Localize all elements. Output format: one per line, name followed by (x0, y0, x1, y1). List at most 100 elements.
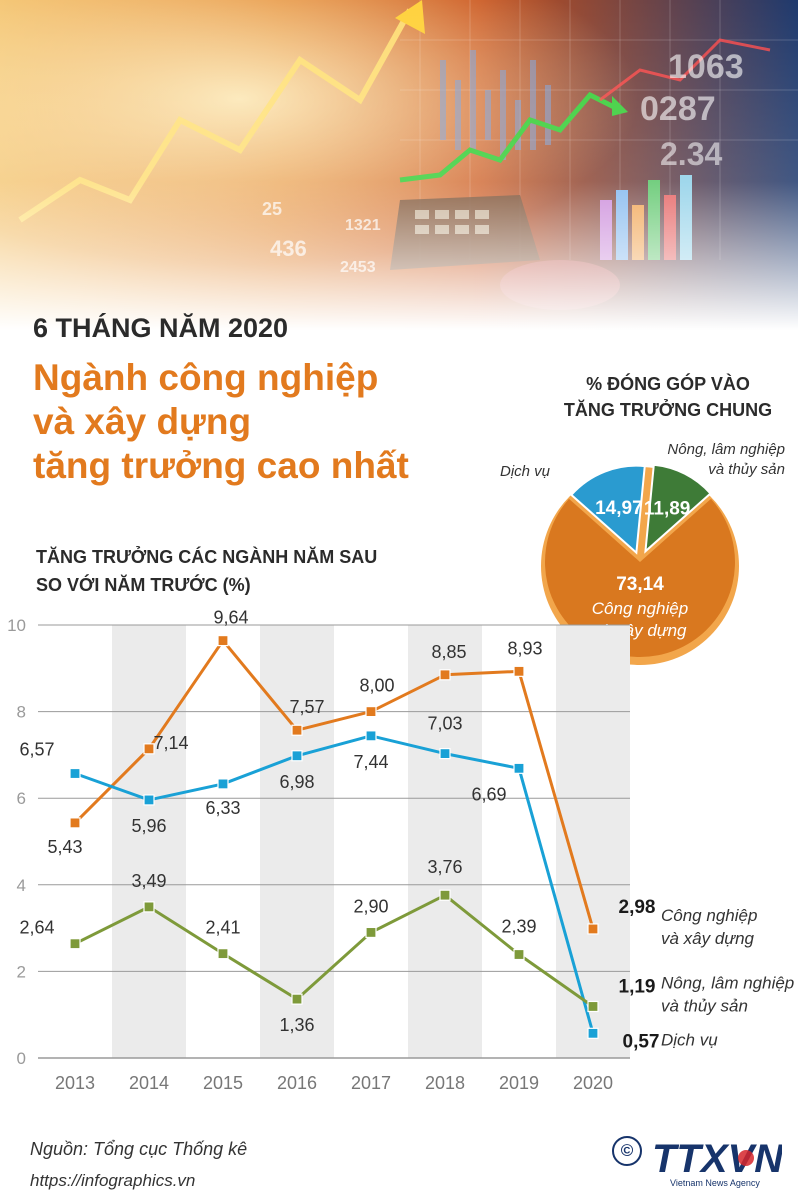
data-label: 2,90 (353, 896, 388, 916)
series-name-label: và thủy sản (661, 996, 748, 1015)
data-point (587, 923, 599, 935)
source-note: Nguồn: Tổng cục Thống kê (30, 1139, 248, 1159)
y-tick-label: 8 (17, 703, 26, 722)
pie-value-label: 14,97 (595, 498, 643, 519)
data-label: 7,44 (353, 752, 388, 772)
logo-subtext: Vietnam News Agency (670, 1178, 760, 1188)
pie-value-label: 11,89 (644, 499, 691, 520)
data-point (439, 669, 451, 681)
series-name-label: Công nghiệp (661, 906, 757, 925)
y-tick-label: 0 (17, 1049, 26, 1068)
data-point (513, 665, 525, 677)
series-name-label: Nông, lâm nghiệp (661, 973, 794, 992)
data-label: 9,64 (213, 608, 248, 628)
data-point (439, 748, 451, 760)
data-label: 1,19 (619, 976, 656, 997)
pie-category-label: Công nghiệp (592, 599, 688, 618)
data-point (365, 926, 377, 939)
data-point (143, 794, 155, 806)
series-line (74, 734, 595, 1034)
pie-title-line-2: TĂNG TRƯỞNG CHUNG (563, 400, 773, 420)
pie-title-line-1: % ĐÓNG GÓP VÀO (586, 374, 750, 394)
pie-slice (569, 464, 646, 555)
data-label: 6,69 (471, 784, 506, 804)
data-label: 7,14 (153, 733, 188, 753)
header-banner-image: 1063 0287 2.34 25 1321 436 2453 (0, 0, 798, 330)
data-point (69, 767, 81, 780)
ttxvn-logo: TTXVN Vietnam News Agency (652, 1137, 782, 1188)
y-tick-label: 10 (7, 616, 26, 635)
data-label: 8,00 (359, 676, 394, 696)
data-label: 8,93 (507, 638, 542, 658)
pie-category-label: Dịch vụ (500, 463, 551, 480)
data-point (513, 948, 525, 961)
data-point (291, 724, 303, 736)
title-line-2: và xây dựng (33, 401, 252, 442)
data-label: 3,76 (427, 857, 462, 877)
data-point (69, 817, 81, 829)
chart-title-line-1: TĂNG TRƯỞNG CÁC NGÀNH NĂM SAU (36, 547, 378, 567)
copyright-icon: © (612, 1136, 642, 1166)
data-point (217, 948, 229, 960)
series-name-label: Dịch vụ (661, 1030, 718, 1049)
data-point (217, 778, 229, 790)
data-point (291, 993, 303, 1005)
data-label: 5,43 (47, 837, 82, 857)
data-label: 5,96 (131, 816, 166, 836)
pie-category-label: Nông, lâm nghiệp (667, 441, 785, 458)
chart-title-line-2: SO VỚI NĂM TRƯỚC (%) (36, 575, 251, 595)
logo-wordmark: TTXVN (652, 1137, 782, 1181)
pie-chart-title: % ĐÓNG GÓP VÀO TĂNG TRƯỞNG CHUNG (548, 371, 788, 423)
data-label: 1,36 (279, 1015, 314, 1035)
x-tick-label: 2018 (425, 1073, 465, 1093)
data-point (291, 750, 303, 762)
line-chart-title: TĂNG TRƯỞNG CÁC NGÀNH NĂM SAU SO VỚI NĂM… (36, 543, 377, 599)
page-title: Ngành công nghiệp và xây dựng tăng trưởn… (33, 356, 409, 488)
grid-column-band (408, 625, 482, 1058)
pie-category-label: và thủy sản (708, 461, 785, 478)
data-point (365, 730, 377, 742)
grid-column-band (260, 625, 334, 1058)
data-point (513, 762, 525, 774)
data-label: 0,57 (623, 1031, 660, 1052)
data-point (143, 743, 155, 755)
data-label: 7,57 (289, 697, 324, 717)
x-tick-label: 2016 (277, 1073, 317, 1093)
series-line (74, 893, 594, 1008)
data-label: 6,98 (279, 772, 314, 792)
data-point (439, 889, 451, 901)
y-tick-label: 2 (17, 962, 26, 981)
grid-column-band (112, 625, 186, 1058)
x-tick-label: 2020 (573, 1073, 613, 1093)
x-tick-label: 2015 (203, 1073, 243, 1093)
x-tick-label: 2014 (129, 1073, 169, 1093)
pie-value-label: 73,14 (616, 574, 664, 595)
source-url-link[interactable]: https://infographics.vn (30, 1171, 196, 1190)
data-label: 8,85 (431, 642, 466, 662)
data-point (587, 1027, 599, 1039)
series-line (73, 639, 595, 930)
x-tick-label: 2019 (499, 1073, 539, 1093)
period-subheading: 6 THÁNG NĂM 2020 (33, 313, 289, 343)
y-tick-label: 6 (17, 789, 26, 808)
data-point (143, 901, 155, 913)
data-point (217, 634, 229, 647)
pie-slice (545, 498, 735, 657)
data-label: 2,98 (619, 897, 656, 918)
pie-slice (644, 463, 712, 554)
data-label: 2,41 (205, 918, 240, 938)
x-tick-label: 2013 (55, 1073, 95, 1093)
y-tick-label: 4 (17, 876, 26, 895)
series-name-label: và xây dựng (661, 929, 755, 948)
data-label: 2,64 (19, 918, 54, 938)
growth-line-chart: 0 2 4 6 8 10 2013 2014 2015 2016 2017 2018 2019 2020 5… (7, 608, 794, 1093)
title-line-1: Ngành công nghiệp (33, 357, 379, 398)
data-label: 2,39 (501, 917, 536, 937)
data-label: 6,33 (205, 798, 240, 818)
data-label: 7,03 (427, 714, 462, 734)
title-line-3: tăng trưởng cao nhất (33, 445, 409, 486)
data-point (365, 705, 377, 718)
data-label: 3,49 (131, 871, 166, 891)
data-point (69, 938, 81, 950)
